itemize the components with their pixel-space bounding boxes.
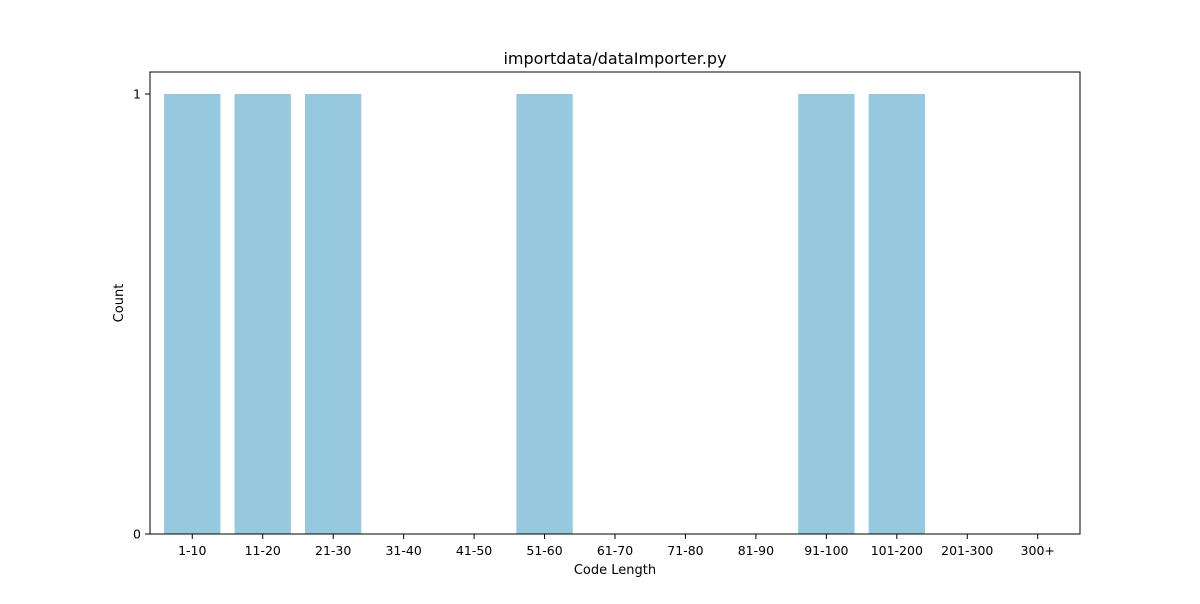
x-tick-label: 11-20 (245, 543, 281, 558)
y-axis-label: Count (112, 284, 127, 323)
x-tick-label: 41-50 (456, 543, 492, 558)
y-axis-ticks: 01 (133, 87, 150, 542)
x-tick-label: 71-80 (667, 543, 703, 558)
x-tick-label: 1-10 (178, 543, 206, 558)
x-tick-label: 201-300 (941, 543, 993, 558)
x-tick-label: 101-200 (871, 543, 923, 558)
bar-11-20 (234, 94, 291, 534)
x-axis-ticks: 1-10 11-20 21-30 31-40 41-50 51-60 61-70 71-80 8… (178, 534, 1055, 558)
bar-21-30 (305, 94, 362, 534)
x-tick-label: 61-70 (597, 543, 633, 558)
bar-101-200 (868, 94, 925, 534)
chart-title: importdata/dataImporter.py (503, 49, 726, 68)
x-tick-label: 300+ (1021, 543, 1055, 558)
bars-group (164, 94, 925, 534)
x-tick-label: 21-30 (315, 543, 351, 558)
y-tick-label: 1 (133, 87, 141, 102)
x-tick-label: 31-40 (385, 543, 421, 558)
bar-51-60 (516, 94, 573, 534)
x-axis-label: Code Length (574, 563, 656, 578)
bar-1-10 (164, 94, 221, 534)
x-tick-label: 51-60 (526, 543, 562, 558)
x-tick-label: 91-100 (804, 543, 848, 558)
x-tick-label: 81-90 (738, 543, 774, 558)
bar-91-100 (798, 94, 855, 534)
y-tick-label: 0 (133, 527, 141, 542)
